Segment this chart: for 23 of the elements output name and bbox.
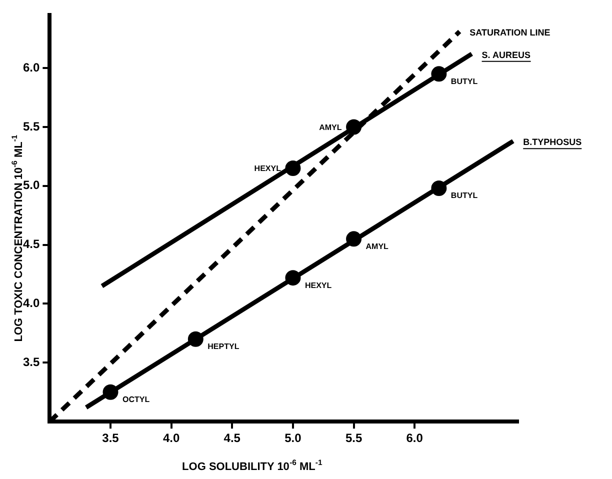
x-tick-label: 6.0 [406,431,424,446]
data-label: HEPTYL [208,342,240,352]
data-label: AMYL [319,122,342,132]
y-tick-label: 3.5 [22,354,40,369]
data-label: HEXYL [254,164,282,174]
data-label: BUTYL [450,76,478,86]
data-label: BUTYL [450,191,478,200]
y-tick-label: 4.0 [22,296,40,310]
series-label: S. AUREUS [482,50,530,60]
x-tick-label: 4.0 [162,431,180,446]
y-tick-label: 6.0 [22,60,40,74]
y-tick-label: 5.0 [22,178,40,192]
x-tick-label: 3.5 [102,431,120,446]
x-tick-label: 4.5 [224,431,241,446]
data-label: AMYL [366,242,389,251]
y-tick-label: 5.5 [22,119,40,134]
x-tick-label: 5.5 [345,431,362,446]
data-label: HEXYL [304,280,332,290]
y-tick-label: 4.5 [22,237,40,252]
series-label: B.TYPHOSUS [523,137,582,148]
series-label: SATURATION LINE [470,28,550,38]
x-tick-label: 5.0 [284,431,302,446]
data-label: OCTYL [122,395,150,404]
